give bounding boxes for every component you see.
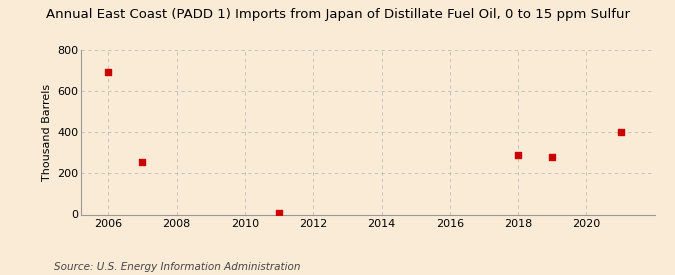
Point xyxy=(615,130,626,134)
Point xyxy=(103,70,113,75)
Point xyxy=(513,152,524,157)
Y-axis label: Thousand Barrels: Thousand Barrels xyxy=(42,83,51,181)
Point xyxy=(273,211,284,216)
Text: Annual East Coast (PADD 1) Imports from Japan of Distillate Fuel Oil, 0 to 15 pp: Annual East Coast (PADD 1) Imports from … xyxy=(45,8,630,21)
Point xyxy=(547,154,558,159)
Text: Source: U.S. Energy Information Administration: Source: U.S. Energy Information Administ… xyxy=(54,262,300,272)
Point xyxy=(137,160,148,164)
